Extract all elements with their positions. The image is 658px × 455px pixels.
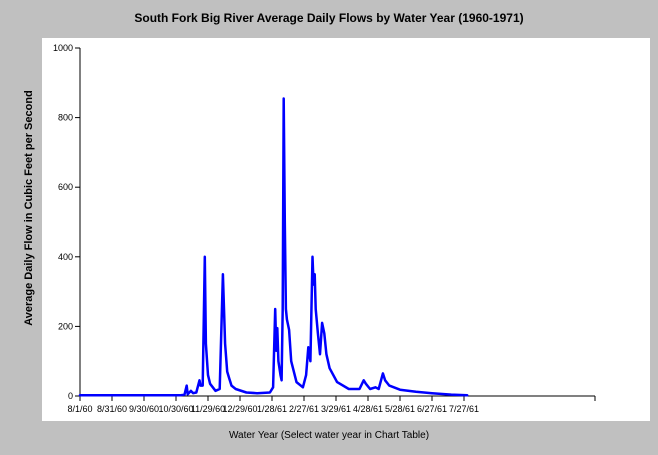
x-tick-label: 2/27/61 (289, 404, 319, 414)
x-tick-label: 5/28/61 (385, 404, 415, 414)
x-tick-label: 1/28/61 (257, 404, 287, 414)
chart-background (42, 38, 650, 421)
chart-title: South Fork Big River Average Daily Flows… (134, 11, 524, 25)
x-tick-label: 9/30/60 (129, 404, 159, 414)
x-tick-label: 6/27/61 (417, 404, 447, 414)
x-tick-label: 7/27/61 (449, 404, 479, 414)
x-tick-label: 3/29/61 (321, 404, 351, 414)
y-tick-label: 800 (58, 113, 73, 123)
y-axis: 0 200 400 600 800 1000 (53, 43, 81, 401)
y-tick-label: 1000 (53, 43, 73, 53)
x-tick-label: 10/30/60 (158, 404, 193, 414)
y-tick-label: 0 (68, 391, 73, 401)
y-tick-label: 400 (58, 252, 73, 262)
x-tick-label: 4/28/61 (353, 404, 383, 414)
x-axis-label[interactable]: Water Year (Select water year in Chart T… (228, 430, 430, 441)
flow-series-line (78, 97, 469, 397)
x-tick-label: 8/31/60 (97, 404, 127, 414)
y-tick-label: 600 (58, 182, 73, 192)
x-tick-label: 11/29/60 (191, 404, 225, 414)
x-tick-label: 8/1/60 (67, 404, 92, 414)
x-tick-label: 12/29/60 (222, 404, 257, 414)
series-group (78, 97, 469, 397)
y-tick-label: 200 (58, 321, 73, 331)
